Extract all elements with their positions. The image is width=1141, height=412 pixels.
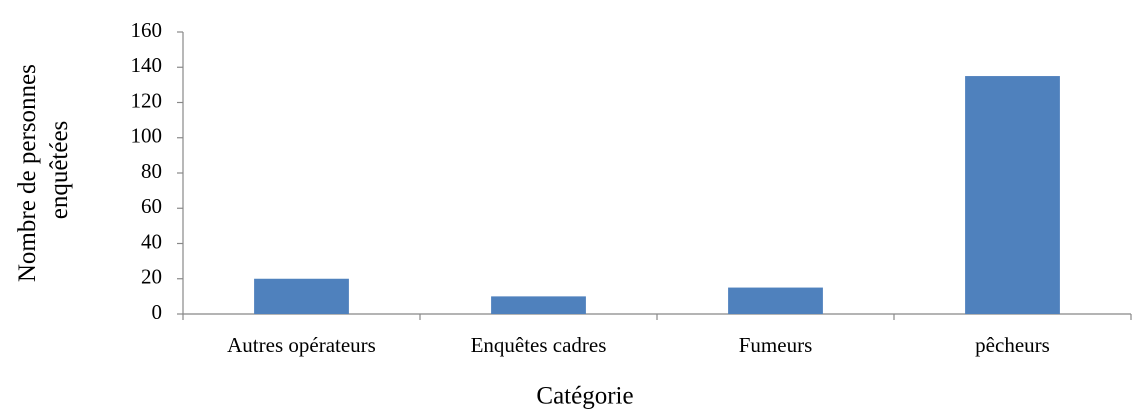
y-tick-label: 20: [141, 265, 162, 289]
bar: [728, 287, 823, 314]
y-axis-title-line: enquêtées: [46, 121, 73, 220]
y-axis-title: Nombre de personnes enquêtées: [14, 58, 73, 282]
x-axis-title: Catégorie: [536, 383, 633, 410]
x-tick-label: pêcheurs: [975, 333, 1050, 357]
x-tick-label: Fumeurs: [739, 333, 813, 357]
bar: [254, 278, 349, 314]
y-axis-title-line: Nombre de personnes: [14, 64, 41, 282]
bar: [491, 296, 586, 314]
bar: [965, 76, 1060, 314]
y-tick-label: 160: [131, 18, 163, 42]
y-tick-label: 40: [141, 229, 162, 253]
y-tick-label: 60: [141, 194, 162, 218]
y-tick-label: 100: [131, 124, 163, 148]
x-tick-label: Autres opérateurs: [227, 333, 376, 357]
y-tick-label: 80: [141, 159, 162, 183]
y-tick-label: 0: [152, 300, 163, 324]
x-tick-label: Enquêtes cadres: [471, 333, 607, 357]
y-tick-label: 140: [131, 53, 163, 77]
y-tick-label: 120: [131, 88, 163, 112]
